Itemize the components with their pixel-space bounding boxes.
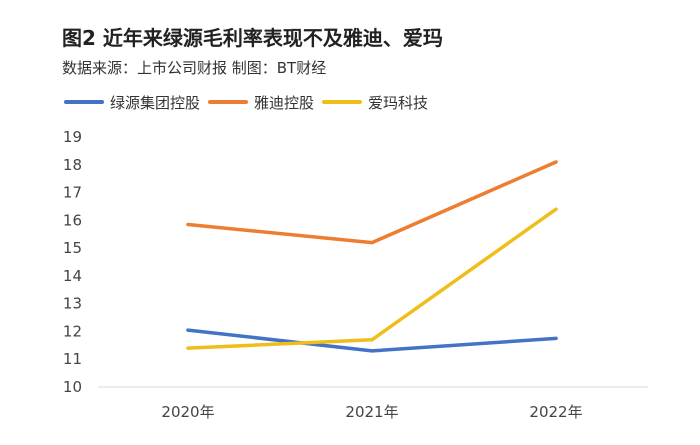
legend-label-lvyuan: 绿源集团控股 [110,93,201,112]
y-tick-label-19: 19 [63,128,82,146]
legend-swatch-yadi [208,100,249,104]
data-point-aima-1 [370,338,374,342]
x-tick-label-0: 2020年 [161,403,214,421]
data-point-yadi-2 [554,160,558,164]
data-point-aima-2 [554,207,558,211]
y-tick-label-10: 10 [63,378,82,396]
legend-item-aima: 爱玛科技 [322,92,428,113]
x-tick-label-2: 2022年 [529,403,582,421]
data-point-lvyuan-0 [186,328,190,332]
y-tick-label-12: 12 [63,322,82,340]
y-tick-label-17: 17 [63,184,82,202]
series-line-yadi [186,160,558,245]
y-tick-label-15: 15 [63,239,82,257]
legend-swatch-aima [322,100,363,104]
data-point-lvyuan-2 [554,336,558,340]
chart-title: 图2 近年来绿源毛利率表现不及雅迪、爱玛 [62,26,443,50]
y-tick-label-11: 11 [63,350,82,368]
data-point-yadi-0 [186,222,190,227]
legend-swatch-lvyuan [64,100,104,104]
legend-item-lvyuan: 绿源集团控股 [64,92,200,113]
data-point-aima-0 [186,346,190,350]
y-tick-label-13: 13 [63,295,82,313]
legend: 绿源集团控股 雅迪控股 爱玛科技 [64,90,436,114]
legend-item-yadi: 雅迪控股 [208,92,314,113]
data-point-lvyuan-1 [370,349,374,353]
data-point-yadi-1 [370,241,374,245]
y-tick-label-14: 14 [63,267,82,285]
chart-source-note: 数据来源：上市公司财报 制图：BT财经 [62,59,327,77]
legend-label-aima: 爱玛科技 [368,93,429,112]
y-tick-label-16: 16 [63,211,82,229]
x-tick-label-1: 2021年 [345,403,398,421]
y-tick-label-18: 18 [63,156,82,174]
legend-label-yadi: 雅迪控股 [254,93,315,112]
